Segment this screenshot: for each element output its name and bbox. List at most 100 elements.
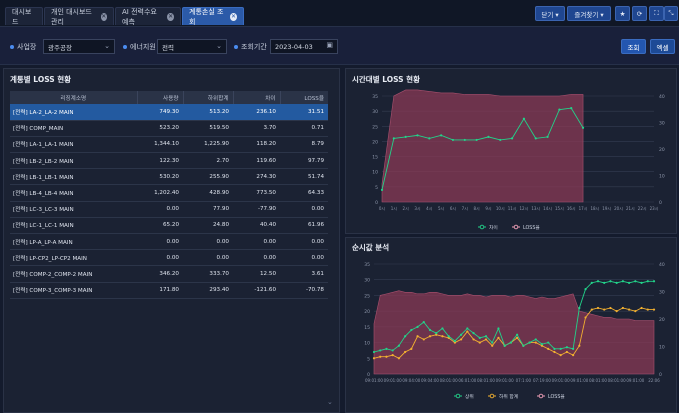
table-cell-name: [전력] COMP-3_COMP-3 MAIN (10, 282, 137, 299)
table-row[interactable]: [전력] LB-2_LB-2 MAIN 122.30 2.70 119.60 97.79 (10, 152, 328, 170)
column-header[interactable]: 하위합계 (183, 91, 234, 104)
table-cell-sub: 513.20 (183, 104, 233, 121)
table-row[interactable]: [전력] LC-1_LC-1 MAIN 65.20 24.80 40.40 61.96 (10, 217, 328, 235)
site-value: 광주공장 (48, 43, 72, 52)
table-cell-sub: 333.70 (183, 265, 233, 283)
refresh-icon[interactable]: ⟳ (632, 6, 647, 21)
fullscreen-icon[interactable]: ⛶ (649, 6, 664, 21)
table-cell-name: [전력] COMP_MAIN (10, 120, 137, 137)
tab-ai-forecast[interactable]: AI 전력수요예측 ✕ (115, 7, 181, 26)
x-tick-label: 09:01:00 (384, 378, 402, 383)
y-tick-label: 35 (372, 94, 378, 100)
favorites-button[interactable]: 즐겨찾기 ▾ (567, 6, 611, 21)
table-cell-loss: 0.00 (280, 249, 328, 267)
upper-point (609, 280, 612, 283)
column-header[interactable]: LOSS율 (280, 91, 328, 104)
table-row[interactable]: [전력] COMP_MAIN 523.20 519.50 3.70 0.71 (10, 120, 328, 137)
y-right-tick-label: 20 (659, 147, 665, 153)
tab-system-loss[interactable]: 계통손실 조회 ✕ (182, 7, 244, 26)
column-header[interactable]: 차이 (233, 91, 281, 104)
diff-point (392, 137, 395, 140)
table-row[interactable]: [전력] LA-1_LA-1 MAIN 1,344.10 1,225.90 118.2… (10, 136, 328, 154)
table-row[interactable]: [전력] COMP-2_COMP-2 MAIN 346.20 333.70 12.50… (10, 265, 328, 283)
upper-point (379, 349, 382, 352)
lower-point (540, 344, 544, 347)
diff-line (381, 107, 584, 190)
scroll-down-icon[interactable]: ⌄ (327, 398, 333, 406)
legend-label: LOSS율 (523, 225, 540, 231)
table-row[interactable]: [전력] LB-4_LB-4 MAIN 1,202.40 428.90 773.50 6… (10, 184, 328, 202)
x-tick-label: 09:01:00 (570, 378, 588, 383)
excel-button[interactable]: 엑셀 (650, 39, 675, 54)
table-cell-sub: 1,225.90 (183, 136, 233, 154)
table-row[interactable]: [전력] LC-3_LC-3 MAIN 0.00 77.90 -77.90 0.00 (10, 201, 328, 218)
table-row[interactable]: [전력] LB-1_LB-1 MAIN 530.20 255.90 274.30 51.… (10, 168, 328, 186)
lower-point (621, 306, 624, 310)
table-cell-usage: 65.20 (137, 217, 183, 235)
calendar-icon[interactable]: ▣ (326, 41, 333, 49)
upper-point (646, 280, 649, 283)
site-label-text: 사업장 (17, 43, 37, 51)
tab-label: 개인 대시보드 관리 (51, 7, 92, 26)
table-row[interactable]: [전력] LP-A_LP-A MAIN 0.00 0.00 0.00 0.00 (10, 233, 328, 251)
table-cell-loss: -70.78 (280, 282, 328, 299)
upper-point (435, 332, 438, 335)
search-button[interactable]: 조회 (621, 39, 646, 54)
table-cell-usage: 1,202.40 (137, 184, 183, 202)
close-icon[interactable]: ✕ (100, 12, 107, 21)
filter-bar: 사업장 광주공장 ⌄ 에너지원 전력 ⌄ 조회기간 2023-04-03 ▣ 조회 엑… (0, 27, 679, 65)
collapse-icon[interactable]: ⤡ (664, 6, 678, 21)
star-icon[interactable]: ★ (615, 6, 630, 21)
table-row[interactable]: [전력] LP-CP2_LP-CP2 MAIN 0.00 0.00 0.00 0.00 (10, 249, 328, 267)
table-cell-name: [전력] COMP-2_COMP-2 MAIN (10, 265, 137, 283)
diff-point (546, 135, 549, 138)
upper-point (559, 347, 562, 350)
upper-point (404, 335, 407, 338)
date-input[interactable]: 2023-04-03 ▣ (270, 39, 338, 54)
column-header[interactable]: 리징계소명 (10, 91, 138, 104)
table-row[interactable]: [전력] COMP-3_COMP-3 MAIN 171.80 293.40 -121.… (10, 282, 328, 299)
panel-title: 순시값 분석 (352, 243, 390, 252)
lower-point (453, 341, 456, 344)
table-cell-usage: 0.00 (137, 249, 183, 267)
energy-select[interactable]: 전력 ⌄ (157, 39, 227, 54)
lower-point (615, 310, 618, 313)
close-icon[interactable]: ✕ (167, 12, 174, 21)
table-cell-sub: 519.50 (183, 120, 233, 137)
y-tick-label: 35 (364, 262, 370, 268)
lower-point (559, 354, 562, 357)
x-tick-label: 17시 (579, 206, 588, 211)
diff-point (475, 138, 478, 142)
table-cell-usage: 749.30 (137, 104, 183, 121)
x-tick-label: 3시 (414, 206, 421, 211)
upper-point (572, 347, 575, 350)
upper-point (540, 343, 544, 346)
energy-value: 전력 (162, 43, 174, 52)
column-header[interactable]: 사용량 (137, 91, 184, 104)
diff-point (522, 117, 526, 120)
diff-point (440, 134, 443, 137)
lower-point (466, 330, 469, 333)
tab-dashboard[interactable]: 대시보드 (5, 7, 43, 26)
upper-point (385, 347, 388, 350)
lower-point (584, 316, 587, 319)
tab-personal-dashboard[interactable]: 개인 대시보드 관리 ✕ (44, 7, 114, 26)
close-icon[interactable]: ✕ (229, 12, 237, 21)
lower-point (497, 336, 500, 339)
x-tick-label: 0시 (379, 206, 386, 211)
y-tick-label: 20 (372, 139, 378, 145)
diff-point (570, 107, 573, 110)
diff-point (416, 134, 419, 137)
upper-point (466, 327, 469, 330)
lower-point (379, 355, 382, 358)
diff-point (487, 135, 490, 138)
y-tick-label: 15 (372, 155, 378, 161)
table-row[interactable]: [전력] LA-2_LA-2 MAIN 749.30 513.20 236.10 31.… (10, 104, 328, 121)
table-header-row: 리징계소명 사용량 하위합계 차이 LOSS율 (10, 91, 328, 104)
close-menu-button[interactable]: 닫기 ▾ (535, 6, 565, 21)
x-tick-label: 08:01:00 (589, 378, 607, 383)
x-tick-label: 14시 (543, 206, 552, 211)
bullet-icon (123, 45, 127, 49)
upper-point (484, 335, 488, 338)
site-select[interactable]: 광주공장 ⌄ (43, 39, 115, 54)
